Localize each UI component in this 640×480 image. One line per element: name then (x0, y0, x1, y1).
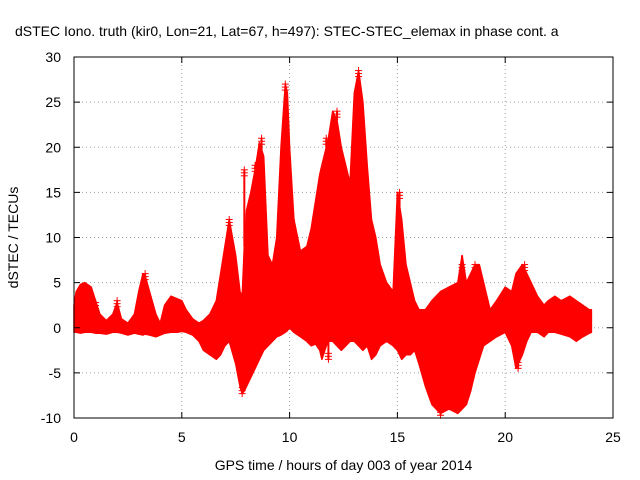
y-tick-label: -10 (41, 410, 61, 426)
x-tick-label: 5 (178, 429, 186, 445)
chart-title: dSTEC Iono. truth (kir0, Lon=21, Lat=67,… (15, 23, 559, 39)
axis-ticks: 0 5 10 15 20 25 -10 -5 0 5 10 15 20 25 30 (41, 49, 621, 445)
y-tick-label: 10 (45, 230, 61, 246)
y-tick-label: 5 (53, 275, 61, 291)
y-axis-label: dSTEC / TECUs (5, 187, 21, 289)
x-tick-label: 25 (605, 429, 621, 445)
y-tick-label: 25 (45, 94, 61, 110)
x-tick-label: 10 (282, 429, 298, 445)
y-tick-label: -5 (49, 365, 62, 381)
x-axis-label: GPS time / hours of day 003 of year 2014 (215, 457, 473, 473)
x-tick-label: 15 (390, 429, 406, 445)
data-series (73, 67, 593, 419)
x-tick-label: 20 (497, 429, 513, 445)
x-tick-label: 0 (70, 429, 78, 445)
y-tick-label: 15 (45, 184, 61, 200)
y-tick-label: 0 (53, 320, 61, 336)
y-tick-label: 30 (45, 49, 61, 65)
y-tick-label: 20 (45, 139, 61, 155)
